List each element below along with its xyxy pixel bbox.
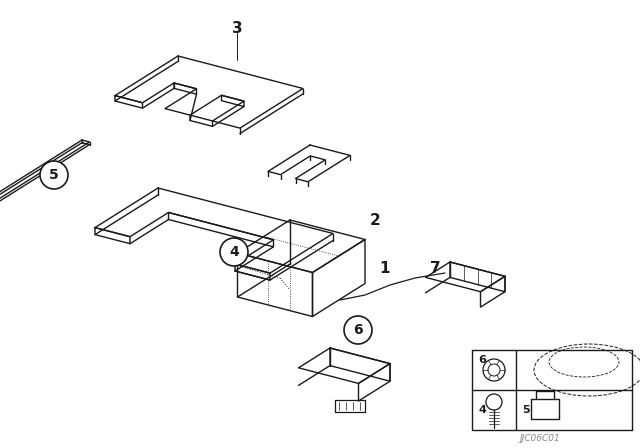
Text: 2: 2 — [370, 212, 380, 228]
Text: 5: 5 — [49, 168, 59, 182]
Text: 7: 7 — [429, 260, 440, 276]
Text: 3: 3 — [232, 21, 243, 35]
Text: 6: 6 — [353, 323, 363, 337]
Text: 1: 1 — [380, 260, 390, 276]
Text: JJC06C01: JJC06C01 — [520, 434, 561, 443]
Text: 4: 4 — [229, 245, 239, 259]
Text: 6: 6 — [478, 355, 486, 365]
Circle shape — [220, 238, 248, 266]
Text: 4: 4 — [478, 405, 486, 415]
Circle shape — [40, 161, 68, 189]
Circle shape — [344, 316, 372, 344]
Text: 5: 5 — [522, 405, 530, 415]
